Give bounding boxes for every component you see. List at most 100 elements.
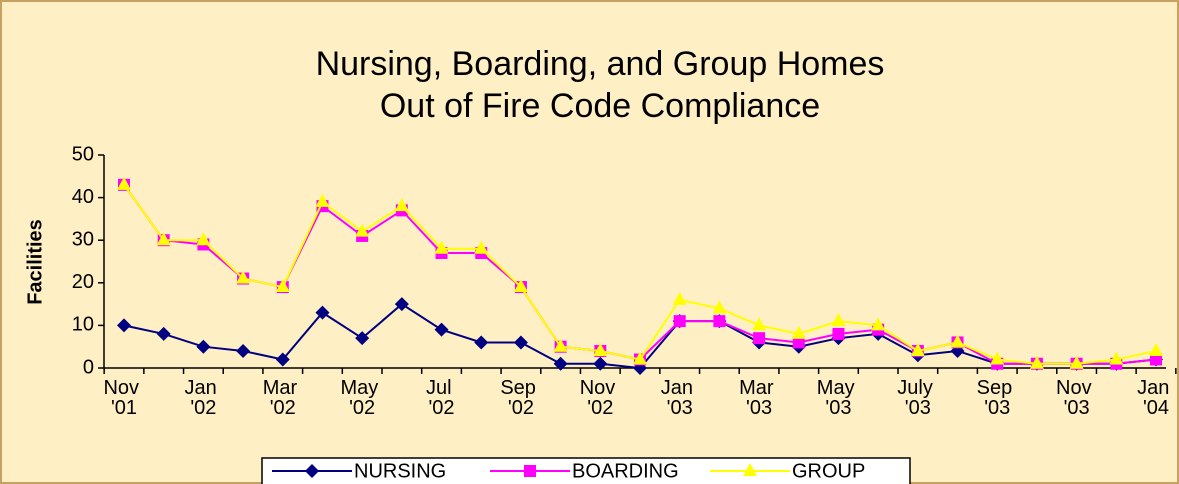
x-tick-label-line: Sep xyxy=(500,377,541,399)
marker xyxy=(394,198,409,212)
marker xyxy=(553,356,568,371)
y-tick-label: 10 xyxy=(72,314,94,336)
marker xyxy=(513,335,528,350)
y-tick-label: 0 xyxy=(83,356,94,378)
marker xyxy=(474,335,489,350)
x-tick-label-line: Nov xyxy=(1056,377,1097,399)
legend-label: BOARDING xyxy=(572,460,679,482)
x-tick-label: May '03 xyxy=(817,377,860,419)
x-tick-label-line: '02 xyxy=(270,397,296,419)
y-tick-label: 40 xyxy=(72,186,94,208)
marker xyxy=(355,223,370,237)
y-tick-label: 20 xyxy=(72,271,94,293)
marker xyxy=(553,338,568,352)
marker xyxy=(712,300,727,314)
x-tick-label: Mar '02 xyxy=(263,377,303,419)
marker xyxy=(743,463,757,476)
legend xyxy=(261,457,911,484)
marker xyxy=(236,343,251,358)
marker xyxy=(672,291,687,305)
x-tick-label: Mar '03 xyxy=(739,377,779,419)
marker xyxy=(673,315,686,328)
marker xyxy=(156,326,171,341)
x-tick-label: Nov '02 xyxy=(580,377,621,419)
marker xyxy=(792,336,805,349)
marker xyxy=(753,332,766,345)
x-tick-label-line: Jul xyxy=(426,377,457,399)
x-tick-label-line: '04 xyxy=(1143,397,1169,419)
y-tick-label: 30 xyxy=(72,228,94,250)
x-tick-label: Jan '03 xyxy=(661,377,699,419)
marker xyxy=(434,322,449,337)
x-tick-label: May '02 xyxy=(340,377,383,419)
marker xyxy=(236,270,251,284)
marker xyxy=(910,342,925,356)
x-tick-label: Sep '03 xyxy=(977,377,1018,419)
marker xyxy=(593,342,608,356)
marker xyxy=(315,193,330,207)
x-tick-label-line: May xyxy=(340,377,383,399)
legend-label: NURSING xyxy=(354,460,446,482)
marker xyxy=(1069,355,1084,369)
marker xyxy=(791,325,806,339)
marker xyxy=(305,464,319,478)
marker xyxy=(871,317,886,331)
marker xyxy=(275,352,290,367)
marker xyxy=(513,279,528,293)
y-tick-label: 50 xyxy=(72,143,94,165)
x-tick-label-line: '03 xyxy=(667,397,693,419)
marker xyxy=(1029,355,1044,369)
marker xyxy=(355,331,370,346)
x-tick-label-line: Mar xyxy=(739,377,779,399)
marker xyxy=(474,240,489,254)
marker xyxy=(713,315,726,328)
marker xyxy=(156,232,171,246)
marker xyxy=(633,351,647,365)
marker xyxy=(831,313,846,327)
x-tick-label: July '03 xyxy=(897,377,938,419)
x-tick-label: Nov '01 xyxy=(103,377,144,419)
marker xyxy=(315,305,330,320)
y-axis-label: Facilities xyxy=(24,219,46,305)
x-tick-label-line: '03 xyxy=(905,397,931,419)
marker xyxy=(752,317,767,331)
x-tick-label: Jan '02 xyxy=(184,377,222,419)
x-tick-label-line: July xyxy=(897,377,938,399)
marker xyxy=(990,351,1005,365)
marker xyxy=(196,339,211,354)
x-tick-label-line: '02 xyxy=(508,397,534,419)
x-tick-label-line: '03 xyxy=(825,397,851,419)
x-tick-label: Sep '02 xyxy=(500,377,541,419)
marker xyxy=(394,297,409,312)
marker xyxy=(117,318,131,333)
x-tick-label-line: '03 xyxy=(746,397,772,419)
x-tick-label-line: Mar xyxy=(263,377,303,399)
x-tick-label-line: '02 xyxy=(190,397,216,419)
legend-label: GROUP xyxy=(792,460,865,482)
x-tick-label: Jul '02 xyxy=(426,377,457,419)
marker xyxy=(196,232,211,246)
x-tick-label-line: Jan xyxy=(1137,377,1175,399)
x-tick-label-line: '03 xyxy=(984,397,1010,419)
x-tick-label-line: '03 xyxy=(1064,397,1090,419)
marker xyxy=(275,279,290,293)
x-tick-label-line: Jan xyxy=(184,377,222,399)
x-tick-label: Jan '04 xyxy=(1137,377,1175,419)
x-tick-label-line: Sep xyxy=(977,377,1018,399)
marker xyxy=(832,327,845,340)
marker xyxy=(1109,351,1124,365)
x-tick-label-line: Nov xyxy=(103,377,144,399)
x-tick-label-line: '02 xyxy=(428,397,454,419)
x-tick-label: Nov '03 xyxy=(1056,377,1097,419)
x-tick-label-line: '02 xyxy=(587,397,613,419)
marker xyxy=(434,240,449,254)
marker xyxy=(1150,353,1162,366)
x-tick-label-line: Jan xyxy=(661,377,699,399)
marker xyxy=(524,465,536,477)
x-tick-label-line: '01 xyxy=(111,397,137,419)
x-tick-label-line: May xyxy=(817,377,860,399)
chart-title: Nursing, Boarding, and Group Homes xyxy=(316,45,885,83)
marker xyxy=(950,334,965,348)
